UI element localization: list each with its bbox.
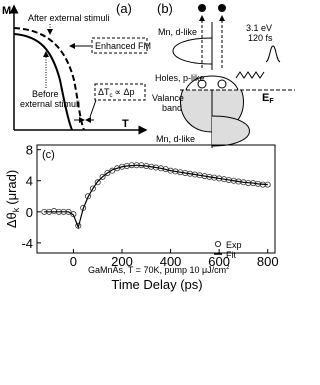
data-point [70,211,77,218]
annotation: ∝ Δp [115,87,135,97]
figure: (a) M T After external stimuli Enhanced … [2,1,295,292]
mask [180,70,244,90]
panel-a: (a) M T After external stimuli Enhanced … [2,1,151,135]
x-axis-title: Time Delay (ps) [111,277,202,292]
pulse [265,45,281,63]
data-point [94,179,101,186]
legend-swatch [214,240,222,248]
annotation: GaMnAs, T = 70K, pump 10 μJ/cm2 [88,265,230,275]
panel-c: (c) Time Delay (ps) Δθk (μrad) GaMnAs, T … [4,143,279,292]
annotation: Before [32,89,59,99]
annotation: ΔTc ∝ Δp [98,87,134,99]
x-tick-label: 0 [70,254,77,269]
y-tick-label: 4 [26,174,33,189]
electron [218,4,226,12]
annotation: c [110,93,113,99]
annotation: band [162,103,182,113]
annotation: GaMnAs, T = 70K, pump 10 μJ/cm [88,265,226,275]
data-point [109,167,116,174]
annotation: Mn, d-like [158,27,197,37]
fit-line [44,164,268,230]
legend-label: Fit [226,250,236,260]
data-point [85,193,92,200]
annotation: external stimuli [20,99,80,109]
annotation: ΔT [98,87,110,97]
annotation: Mn, d-like [156,134,195,144]
data-point [89,185,96,192]
panel-label: (b) [157,1,173,16]
y-axis-title: Δθk (μrad) [4,170,21,228]
delta-box [94,83,146,101]
y-axis-title: (μrad) [4,170,19,205]
mn-lobe [172,37,213,65]
legend-label: Exp [226,240,242,250]
annotation: 2 [226,265,230,271]
y-tick-label: 8 [26,143,33,158]
annotation: E [262,92,269,104]
annotation: EF [262,92,274,105]
data-point [51,208,58,215]
x-tick-label: 400 [160,254,182,269]
axis-label: M [2,5,11,17]
axis-label: T [122,118,129,130]
hole [217,79,227,89]
panel-label: (a) [116,1,132,16]
enhanced-box [91,37,148,54]
x-tick-label: 200 [111,254,133,269]
annotation: Enhanced FM [95,41,151,51]
mn-lobe [211,115,250,147]
plot-frame [36,144,276,254]
annotation: F [269,98,274,105]
annotation: 120 fs [248,33,273,43]
before-curve [13,33,73,131]
panel-label: (c) [42,149,55,161]
y-tick-label: -4 [21,236,33,251]
photon [235,71,265,79]
y-axis-title: k [11,207,21,212]
data-point [99,173,106,180]
data-point [104,169,111,176]
annotation: Valance [152,93,184,103]
y-tick-label: 0 [26,205,33,220]
after-curve [13,27,85,131]
electron [198,4,206,12]
x-tick-label: 600 [208,254,230,269]
panel-b: (b) 3.1 eV 120 fs Mn, d-like Holes, p-li… [152,1,295,148]
annotation: After external stimuli [28,13,110,23]
annotation: 3.1 eV [246,23,272,33]
x-tick-label: 800 [257,254,279,269]
leader [89,99,97,118]
y-axis-title: Δθ [4,212,19,228]
annotation: Holes, p-like [155,73,205,83]
hole [197,79,207,89]
